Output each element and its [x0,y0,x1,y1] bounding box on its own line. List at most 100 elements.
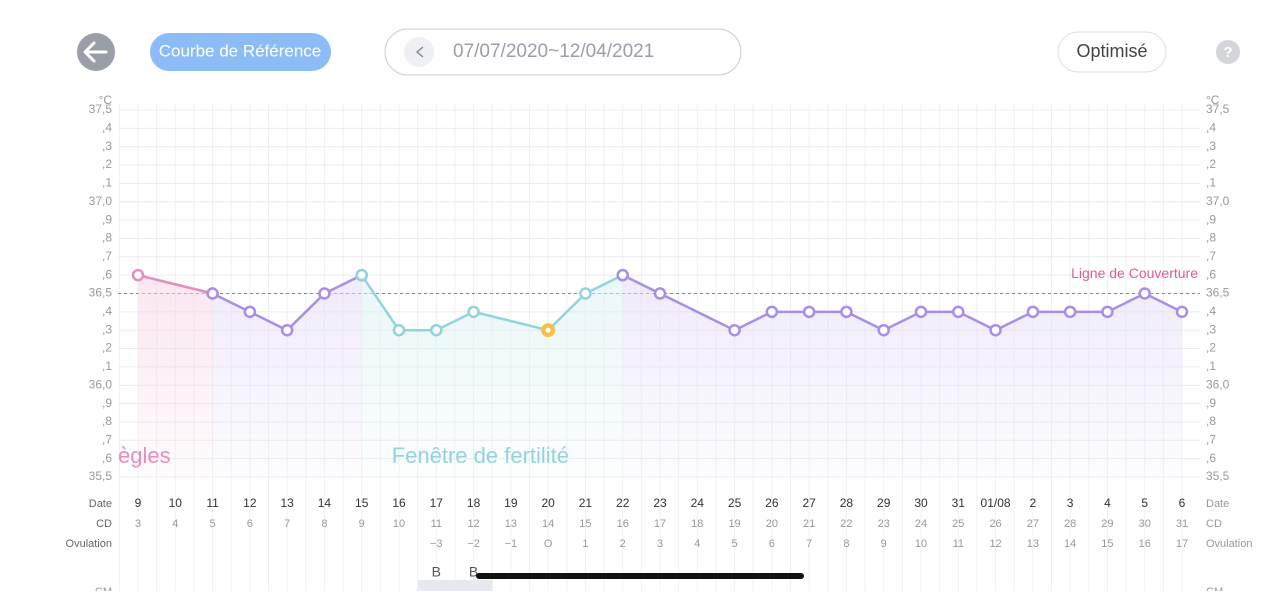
marker [914,305,928,319]
marker [1101,305,1114,319]
date-label: 17 [430,496,444,510]
ovulation-label: 2 [620,538,626,550]
reference-button[interactable]: Courbe de Référence [150,33,331,71]
y-tick-label: 37,5 [89,102,113,116]
mode-button[interactable]: Optimisé [1057,31,1167,73]
cd-label: 26 [989,518,1001,530]
area [361,275,623,477]
date-label: 28 [840,496,854,510]
y-unit: °C [99,93,113,107]
date-label: 3 [1067,496,1074,510]
mode-label: Optimisé [1076,41,1147,61]
ovulation-label: 15 [1101,538,1113,550]
row-label: Date [1206,498,1229,510]
areas [138,275,1182,477]
date-range[interactable]: 07/07/2020~12/04/2021 [384,28,742,76]
area [212,275,362,477]
date-label: 26 [765,496,779,510]
y-tick-label: 35,5 [89,469,113,483]
y-tick-label: ,2 [1206,157,1216,171]
cd-label: 5 [210,518,216,530]
row-label: CM [95,586,112,591]
y-tick-label: ,6 [1206,451,1216,465]
marker [653,287,667,300]
cd-label: 10 [393,518,405,530]
phase-label: Fenêtre de fertilité [392,443,569,468]
date-label: 13 [280,496,294,510]
ovulation-label: −1 [505,538,518,550]
cd-label: 8 [321,518,327,530]
cd-label: 30 [1139,518,1151,530]
cd-label: 11 [431,518,442,530]
cm-cell [417,580,455,591]
y-tick-label: ,7 [1206,249,1216,263]
date-label: 24 [691,496,705,510]
date-label: 19 [504,496,518,510]
cm-cell [454,580,493,591]
cd-label: 3 [135,518,141,530]
date-label: 21 [579,496,593,510]
ovulation-label: 8 [843,538,849,550]
y-tick-label: ,6 [102,267,112,281]
marker [318,287,331,300]
cd-label: 7 [284,518,290,530]
ovulation-label: 3 [657,538,663,550]
y-tick-label: ,1 [1206,359,1216,373]
date-label: 23 [653,496,667,510]
cm-label: B [469,564,478,580]
y-tick-label: ,3 [102,322,112,336]
marker [840,305,853,319]
y-tick-label: 36,5 [1206,286,1230,300]
date-label: 20 [541,496,555,510]
date-label: 9 [135,496,142,510]
y-tick-label: ,9 [1206,212,1216,226]
area [138,275,213,477]
cd-label: 22 [840,518,852,530]
y-tick-label: 37,0 [1206,194,1230,208]
marker [765,305,779,319]
area [622,275,1182,477]
cd-label: 24 [915,518,927,530]
y-tick-label: ,8 [102,414,112,428]
date-label: 11 [206,496,219,510]
cd-label: 19 [728,518,740,530]
row-label: Date [89,498,112,510]
phase-label: ègles [118,443,171,468]
row-label: Ovulation [66,538,112,550]
marker [1175,305,1189,319]
markers [131,268,1189,338]
cd-label: 25 [952,518,964,530]
marker [131,268,145,282]
help-button[interactable]: ? [1216,40,1240,64]
y-tick-label: 36,0 [1206,377,1230,391]
date-label: 22 [616,496,630,510]
ovulation-label: 4 [694,538,700,550]
y-tick-label: ,7 [1206,432,1216,446]
ovulation-label: 11 [953,538,964,550]
ovulation-label: 16 [1139,538,1151,550]
marker [430,323,443,337]
date-label: 15 [355,496,369,510]
cd-label: 27 [1027,518,1039,530]
ovulation-label: 13 [1027,538,1039,550]
y-tick-label: ,2 [1206,341,1216,355]
y-tick-label: ,7 [102,432,112,446]
ovulation-label: 6 [769,538,775,550]
marker [802,305,816,319]
y-tick-label: ,2 [102,157,112,171]
y-tick-label: ,2 [102,341,112,355]
date-label: 6 [1179,496,1186,510]
back-button[interactable] [77,33,115,71]
y-tick-label: ,3 [1206,322,1216,336]
y-tick-label: ,6 [102,451,112,465]
cd-label: 21 [803,518,815,530]
line [137,273,213,295]
cd-label: 4 [172,518,178,530]
marker [877,323,890,337]
row-label: Ovulation [1206,538,1252,550]
marker [243,305,257,319]
y-tick-label: 36,0 [89,377,113,391]
date-label: 29 [877,496,891,510]
y-tick-label: ,1 [102,359,112,373]
y-tick-label: ,1 [1206,176,1216,190]
